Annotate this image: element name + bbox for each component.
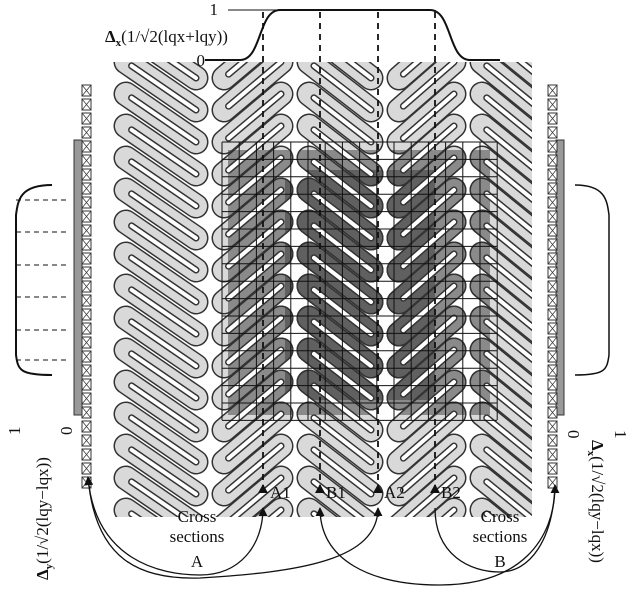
hairpin <box>224 510 281 558</box>
hairpin <box>309 510 371 558</box>
hairpin-outline <box>224 510 281 558</box>
hairpin-slot <box>314 514 371 558</box>
herringbone-pattern <box>126 30 541 558</box>
hairpin-outline <box>399 510 454 558</box>
marker-label: B2 <box>441 483 461 502</box>
right-max-label: 1 <box>611 430 627 439</box>
hairpin <box>399 510 454 558</box>
hairpin-slot-inner <box>314 514 371 558</box>
hairpin-outline <box>224 510 281 558</box>
hairpin-slot <box>314 514 371 558</box>
hairpin <box>399 510 454 558</box>
hairpin <box>399 510 454 558</box>
hairpin-slot-inner <box>314 514 371 558</box>
marker-label: A1 <box>270 483 291 502</box>
right-profile-curve <box>575 185 609 375</box>
cross-section-group: B <box>494 552 505 571</box>
symbol: Δ <box>105 27 116 46</box>
left-dashes <box>16 200 70 360</box>
symbol: Δ <box>588 440 607 451</box>
argument: (1/√2(lqx+lqy)) <box>121 27 228 46</box>
hairpin-slot <box>314 514 371 558</box>
marker-label: A2 <box>384 483 405 502</box>
left-min-label: 0 <box>57 427 76 436</box>
marker-label: B1 <box>326 483 346 502</box>
argument: (1/√2(lqy−lqx)) <box>588 456 607 563</box>
hairpin-outline <box>309 510 371 558</box>
cross-section-group: A <box>191 552 204 571</box>
hairpin <box>309 510 371 558</box>
right-min-label: 0 <box>564 430 583 439</box>
hairpin-outline <box>224 510 281 558</box>
figure: 1 0 Δx(1/√2(lqx+lqy)) 1 0 Δy(1/√2(lqy−lq… <box>0 0 627 591</box>
hairpin-outline <box>399 510 454 558</box>
top-max-label: 1 <box>210 0 219 19</box>
cross-section-label: Cross <box>481 507 520 526</box>
hairpin <box>224 510 281 558</box>
cross-section-label: sections <box>170 527 225 546</box>
hairpin-slot-inner <box>314 514 371 558</box>
left-profile-curve <box>16 185 52 375</box>
right-profile-label: Δx(1/√2(lqy−lqx)) <box>585 440 607 563</box>
top-min-label: 0 <box>197 51 206 70</box>
top-profile-label: Δx(1/√2(lqx+lqy)) <box>105 27 228 49</box>
gray-bar <box>74 140 82 415</box>
cross-section-label: Cross <box>178 507 217 526</box>
left-profile-label: Δy(1/√2(lqy−lqx)) <box>33 457 55 580</box>
hairpin-outline <box>309 510 371 558</box>
hairpin <box>224 510 281 558</box>
cross-section-label: sections <box>473 527 528 546</box>
hairpin <box>309 510 371 558</box>
hairpin-outline <box>399 510 454 558</box>
top-profile-curve <box>205 10 500 60</box>
symbol: Δ <box>33 569 52 580</box>
hairpin-outline <box>309 510 371 558</box>
argument: (1/√2(lqy−lqx)) <box>33 457 52 564</box>
left-max-label: 1 <box>5 427 24 436</box>
